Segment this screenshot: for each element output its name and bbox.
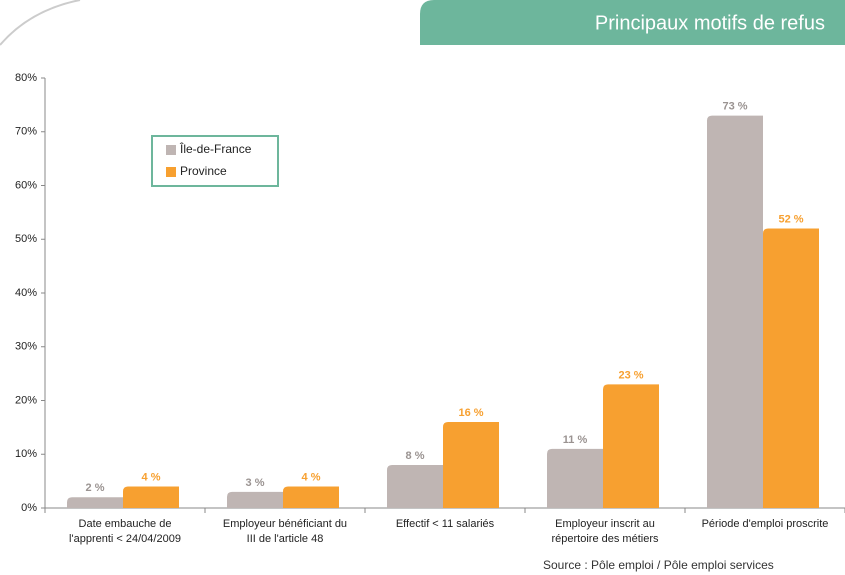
value-label: 4 % — [302, 471, 321, 483]
value-label: 23 % — [618, 369, 643, 381]
bar — [763, 228, 819, 508]
x-tick-label: Employeur bénéficiant du — [223, 518, 347, 530]
bar — [387, 465, 443, 508]
x-tick-label: Date embauche de — [79, 518, 172, 530]
decoration — [0, 0, 81, 46]
y-tick-label: 60% — [15, 179, 37, 191]
bar — [443, 422, 499, 508]
x-tick-label: III de l'article 48 — [247, 533, 324, 545]
y-tick-label: 30% — [15, 341, 37, 353]
value-label: 8 % — [406, 450, 425, 462]
x-tick-label: l'apprenti < 24/04/2009 — [69, 533, 181, 545]
x-tick-label: Période d'emploi proscrite — [702, 518, 829, 530]
legend-label: Île-de-France — [179, 141, 252, 156]
source: Source : Pôle emploi / Pôle emploi servi… — [543, 558, 774, 572]
y-tick-label: 70% — [15, 126, 37, 138]
y-tick-label: 40% — [15, 287, 37, 299]
bar — [707, 115, 763, 508]
value-label: 2 % — [86, 482, 105, 494]
x-tick-label: répertoire des métiers — [552, 533, 659, 545]
x-tick-label: Employeur inscrit au — [555, 518, 655, 530]
value-label: 3 % — [246, 477, 265, 489]
legend-swatch — [166, 167, 176, 177]
bar — [67, 497, 123, 508]
value-label: 16 % — [458, 407, 483, 419]
bar — [283, 486, 339, 508]
legend-swatch — [166, 145, 176, 155]
bar — [547, 448, 603, 508]
x-tick-label: Effectif < 11 salariés — [396, 518, 495, 530]
chart-title: Principaux motifs de refus — [595, 12, 825, 34]
value-label: 4 % — [142, 471, 161, 483]
bar — [603, 384, 659, 508]
legend-label: Province — [180, 164, 227, 178]
y-tick-label: 50% — [15, 233, 37, 245]
value-label: 11 % — [563, 434, 588, 446]
value-label: 73 % — [722, 101, 747, 113]
title-box — [420, 0, 845, 45]
y-tick-label: 80% — [15, 72, 37, 84]
bar — [227, 491, 283, 508]
y-tick-label: 20% — [15, 394, 37, 406]
y-tick-label: 10% — [15, 448, 37, 460]
legend-box — [151, 135, 279, 187]
y-tick-label: 0% — [21, 502, 37, 514]
bar — [123, 486, 179, 508]
value-label: 52 % — [778, 213, 803, 225]
